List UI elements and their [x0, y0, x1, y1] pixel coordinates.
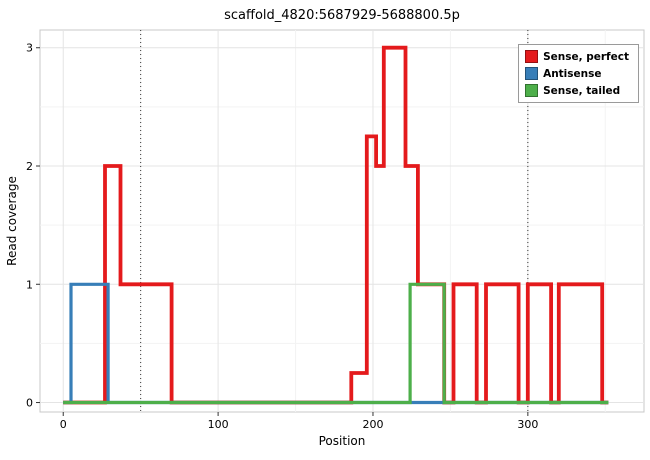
- x-tick-label: 0: [60, 418, 67, 431]
- x-tick-label: 300: [517, 418, 538, 431]
- x-axis-label: Position: [318, 434, 366, 448]
- y-tick-label: 3: [26, 42, 33, 55]
- series-sense-tailed: [63, 282, 609, 405]
- y-tick-label: 1: [26, 278, 33, 291]
- legend-label: Sense, tailed: [543, 84, 621, 97]
- legend-label: Sense, perfect: [543, 50, 629, 63]
- y-tick-label: 2: [26, 160, 33, 173]
- legend-item: Sense, tailed: [525, 84, 629, 97]
- chart-title: scaffold_4820:5687929-5688800.5p: [224, 8, 460, 23]
- legend-swatch-icon: [525, 84, 539, 97]
- legend-swatch-icon: [525, 50, 539, 63]
- legend-item: Sense, perfect: [525, 50, 629, 63]
- x-tick-label: 100: [208, 418, 229, 431]
- legend: Sense, perfect Antisense Sense, tailed: [518, 44, 639, 103]
- y-tick-label: 0: [26, 397, 33, 410]
- legend-item: Antisense: [525, 67, 629, 80]
- x-tick-label: 200: [362, 418, 383, 431]
- legend-swatch-icon: [525, 67, 539, 80]
- legend-label: Antisense: [543, 67, 602, 80]
